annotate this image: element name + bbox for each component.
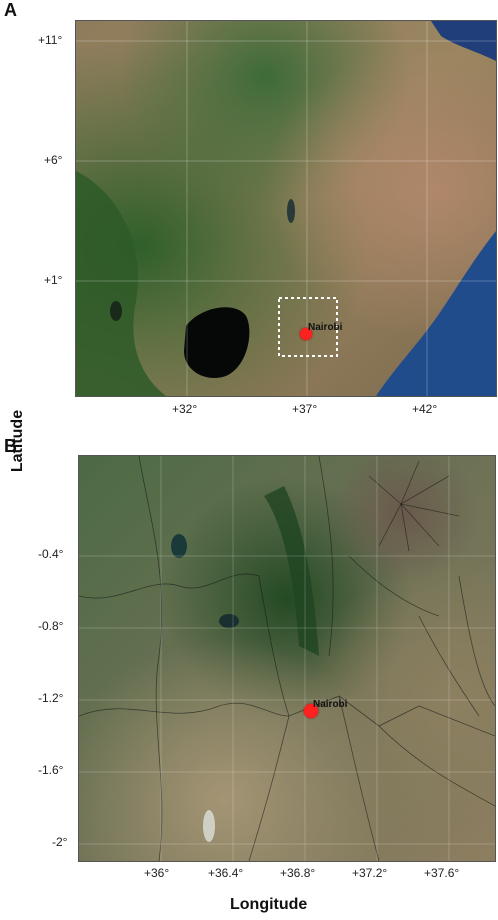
lat-tick-b-1: -0.8° (38, 619, 64, 633)
zoom-extent-box (278, 297, 338, 357)
panel-a-letter: A (4, 0, 17, 20)
panel-b-letter: B (4, 436, 17, 456)
lon-tick-b-0: +36° (144, 866, 170, 880)
lon-tick-b-4: +37.6° (424, 866, 460, 880)
y-axis-title: Latitude (9, 409, 26, 473)
graticule-a (76, 21, 496, 396)
lon-tick-a-1: +37° (292, 402, 318, 416)
admin-boundaries (79, 456, 495, 861)
lon-tick-b-1: +36.4° (208, 866, 244, 880)
map-panel-a: Nairobi (75, 20, 497, 397)
lat-tick-b-0: -0.4° (38, 547, 64, 561)
nairobi-label-b: Nairobi (313, 699, 348, 710)
satellite-map-b (79, 456, 495, 861)
lat-tick-a-0: +11° (38, 33, 63, 47)
lat-tick-a-1: +6° (44, 153, 63, 167)
lat-tick-b-2: -1.2° (38, 691, 64, 705)
lon-tick-b-2: +36.8° (280, 866, 316, 880)
map-panel-b: Nairobi (78, 455, 496, 862)
lat-tick-b-4: -2° (52, 835, 68, 849)
lat-tick-b-3: -1.6° (38, 763, 64, 777)
lat-tick-a-2: +1° (44, 273, 63, 287)
lon-tick-a-2: +42° (412, 402, 438, 416)
nairobi-label-a: Nairobi (308, 322, 343, 333)
x-axis-title: Longitude (230, 896, 308, 913)
nairobi-marker-a (300, 328, 312, 340)
nairobi-marker-b (304, 704, 318, 718)
mount-kenya-boundaries (368, 460, 460, 552)
graticule-b (79, 456, 495, 861)
lon-tick-b-3: +37.2° (352, 866, 388, 880)
lon-tick-a-0: +32° (172, 402, 198, 416)
satellite-map-a (76, 21, 496, 396)
